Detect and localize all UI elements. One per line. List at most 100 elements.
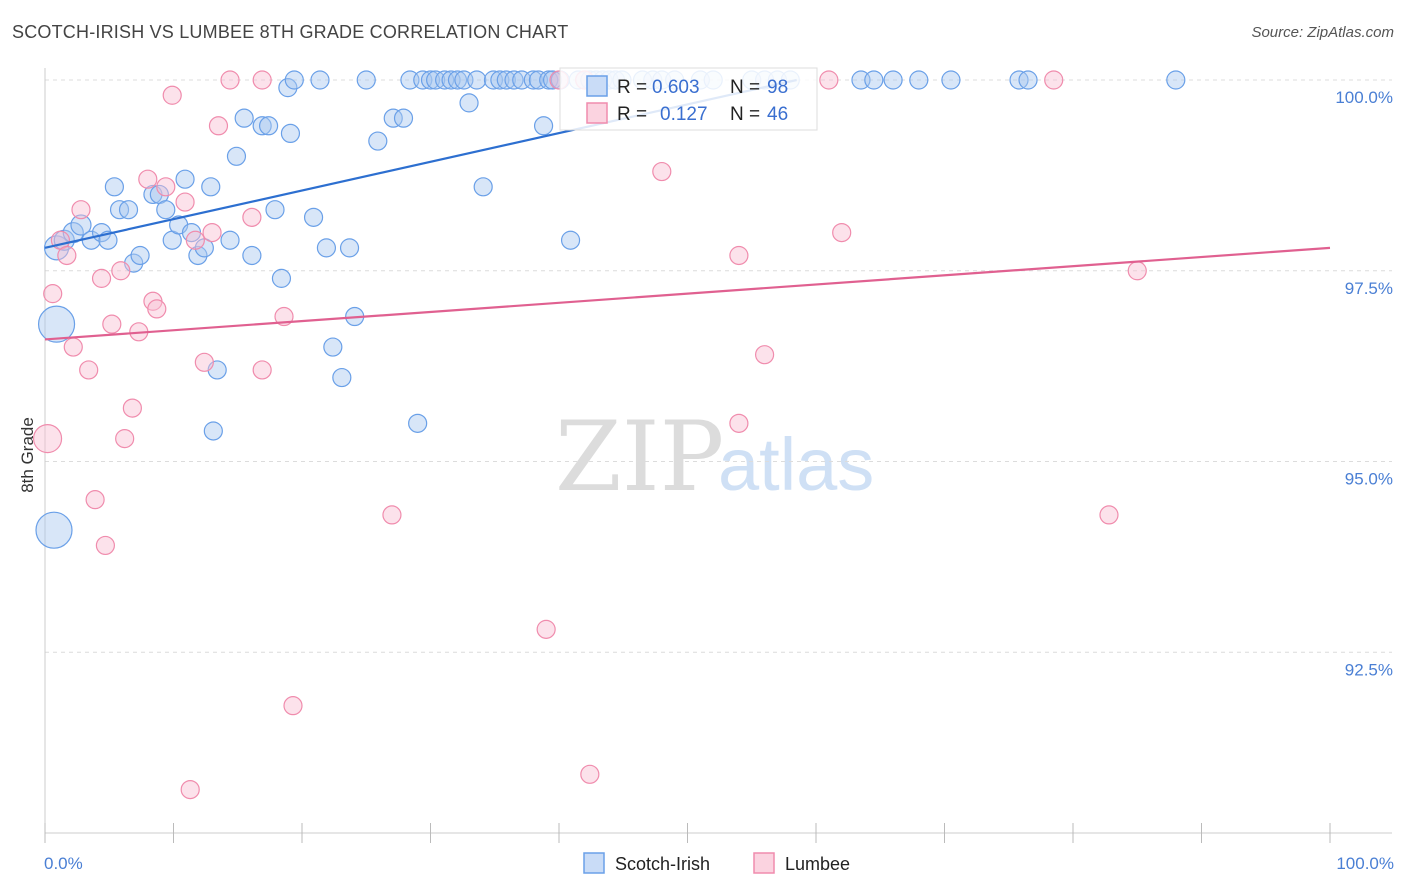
point-lumbee xyxy=(162,85,182,105)
point-scotch-irish xyxy=(533,116,554,136)
legend-swatch-scotch-irish xyxy=(586,75,608,97)
point-lumbee xyxy=(175,192,195,212)
point-scotch-irish xyxy=(258,116,279,136)
bottom-legend-label-lumbee: Lumbee xyxy=(785,854,850,874)
point-lumbee xyxy=(138,169,158,189)
bottom-legend: Scotch-Irish Lumbee xyxy=(583,852,850,874)
watermark-zip: ZIP xyxy=(555,401,724,513)
point-scotch-irish xyxy=(560,230,581,250)
axes xyxy=(44,68,1392,843)
legend-swatch-lumbee xyxy=(586,102,608,124)
legend-r-value-2: 0.127 xyxy=(660,104,708,125)
point-scotch-irish xyxy=(941,70,961,90)
point-scotch-irish xyxy=(35,511,73,549)
point-scotch-irish xyxy=(490,70,510,90)
point-lumbee xyxy=(57,245,77,266)
point-lumbee xyxy=(729,245,749,266)
top-legend: R = 0.603 N = 98 R = 0.127 N = 46 xyxy=(559,67,818,131)
point-scotch-irish xyxy=(280,123,301,144)
point-scotch-irish xyxy=(523,70,543,90)
point-scotch-irish xyxy=(528,70,549,90)
point-scotch-irish xyxy=(1018,70,1038,90)
point-scotch-irish xyxy=(226,146,247,166)
point-lumbee xyxy=(729,413,749,433)
point-lumbee xyxy=(147,299,167,319)
tick-labels: 92.5% 95.0% 97.5% 100.0% 0.0% 100.0% xyxy=(44,88,1394,873)
point-scotch-irish xyxy=(467,70,487,90)
point-scotch-irish xyxy=(188,245,208,266)
point-scotch-irish xyxy=(447,70,468,90)
point-lumbee xyxy=(754,345,775,365)
point-lumbee xyxy=(283,696,303,716)
y-tick-label: 95.0% xyxy=(1345,470,1393,489)
point-scotch-irish xyxy=(310,70,330,90)
y-tick-label: 100.0% xyxy=(1335,88,1393,107)
point-scotch-irish xyxy=(278,78,298,98)
point-lumbee xyxy=(382,505,402,525)
point-lumbee xyxy=(580,764,600,784)
point-lumbee xyxy=(79,360,99,380)
point-scotch-irish xyxy=(271,268,292,288)
point-scotch-irish xyxy=(70,214,92,236)
point-scotch-irish xyxy=(383,108,403,128)
point-scotch-irish xyxy=(408,413,428,433)
point-scotch-irish xyxy=(368,131,388,151)
point-lumbee xyxy=(832,223,852,243)
point-lumbee xyxy=(63,337,83,357)
bottom-legend-label-scotch-irish: Scotch-Irish xyxy=(615,854,710,874)
point-lumbee xyxy=(180,779,200,800)
point-lumbee xyxy=(1127,261,1147,281)
x-tick-label-max: 100.0% xyxy=(1336,854,1394,873)
point-scotch-irish xyxy=(473,177,493,197)
point-lumbee xyxy=(111,261,131,281)
point-scotch-irish xyxy=(323,337,343,357)
bottom-legend-swatch-lumbee xyxy=(753,852,775,874)
point-lumbee xyxy=(1099,505,1119,525)
point-scotch-irish xyxy=(504,70,524,90)
point-scotch-irish xyxy=(175,169,195,189)
point-scotch-irish xyxy=(130,245,150,266)
trend-line-lumbee xyxy=(44,246,1331,341)
point-lumbee xyxy=(32,424,63,454)
point-lumbee xyxy=(115,429,135,449)
point-scotch-irish xyxy=(118,200,139,220)
point-scotch-irish xyxy=(316,238,337,258)
point-lumbee xyxy=(202,223,222,243)
gridlines xyxy=(45,79,1392,653)
point-scotch-irish xyxy=(234,108,254,128)
y-tick-label: 97.5% xyxy=(1345,279,1393,298)
point-lumbee xyxy=(652,161,672,182)
point-scotch-irish xyxy=(883,70,903,90)
point-scotch-irish xyxy=(512,70,532,90)
point-scotch-irish xyxy=(303,207,324,227)
point-lumbee xyxy=(220,70,240,90)
point-scotch-irish xyxy=(37,305,76,343)
chart-title: SCOTCH-IRISH VS LUMBEE 8TH GRADE CORRELA… xyxy=(12,22,569,42)
y-tick-label: 92.5% xyxy=(1345,660,1393,679)
point-scotch-irish xyxy=(909,70,929,90)
point-scotch-irish xyxy=(252,116,272,136)
legend-r-label-2: R = xyxy=(617,104,647,125)
point-lumbee xyxy=(85,490,105,510)
point-lumbee xyxy=(91,268,112,288)
point-scotch-irish xyxy=(332,367,352,388)
point-scotch-irish xyxy=(496,70,516,90)
source-label: Source: ZipAtlas.com xyxy=(1251,24,1394,41)
point-lumbee xyxy=(242,207,262,227)
legend-n-value-1: 98 xyxy=(767,77,788,98)
point-scotch-irish xyxy=(201,177,221,197)
point-lumbee xyxy=(185,230,205,250)
point-lumbee xyxy=(536,619,556,639)
point-lumbee xyxy=(208,116,229,136)
legend-n-label-1: N = xyxy=(730,77,760,98)
point-lumbee xyxy=(252,360,272,380)
point-scotch-irish xyxy=(242,245,262,266)
legend-n-label-2: N = xyxy=(730,104,760,125)
legend-r-label-1: R = xyxy=(617,77,647,98)
point-scotch-irish xyxy=(393,108,414,128)
point-scotch-irish xyxy=(220,230,240,250)
point-lumbee xyxy=(102,314,122,334)
point-lumbee xyxy=(819,70,839,90)
point-scotch-irish xyxy=(1166,70,1186,90)
